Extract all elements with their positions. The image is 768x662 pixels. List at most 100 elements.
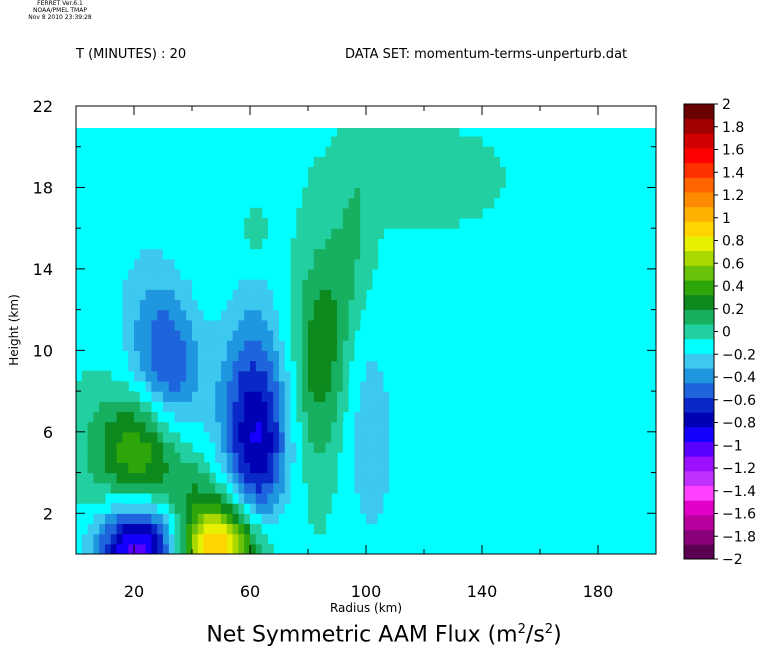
field-cell: [145, 462, 152, 474]
field-cell: [250, 238, 257, 250]
field-cell: [255, 411, 263, 423]
field-cell: [261, 401, 268, 413]
field-cell: [342, 391, 350, 402]
field-cell: [93, 431, 100, 443]
field-cell: [157, 533, 164, 545]
field-cell: [215, 462, 222, 474]
field-cell: [302, 442, 309, 453]
field-cell: [186, 482, 193, 494]
field-cell: [290, 340, 297, 351]
field-cell: [389, 492, 396, 504]
field-cell: [139, 472, 147, 484]
field-cell: [81, 370, 89, 382]
field-cell: [429, 218, 437, 229]
field-cell: [400, 523, 408, 535]
field-cell: [145, 167, 152, 178]
field-cell: [412, 218, 419, 229]
field-cell: [87, 462, 94, 474]
colorbar-swatch: [684, 368, 714, 384]
field-cell: [197, 411, 205, 423]
field-cell: [377, 513, 384, 525]
field-cell: [371, 197, 379, 209]
field-cell: [325, 167, 332, 178]
field-cell: [261, 360, 268, 372]
field-cell: [424, 207, 431, 219]
field-cell: [331, 299, 338, 311]
field-cell: [110, 533, 118, 545]
field-cell: [110, 289, 118, 301]
field-cell: [366, 482, 373, 494]
field-cell: [412, 156, 419, 168]
field-cell: [354, 503, 361, 514]
field-cell: [139, 197, 147, 209]
field-cell: [215, 513, 222, 525]
field-cell: [116, 299, 123, 311]
field-cell: [226, 380, 234, 392]
field-cell: [267, 248, 274, 260]
field-cell: [174, 421, 181, 433]
field-cell: [348, 421, 355, 433]
field-cell: [157, 279, 164, 290]
field-cell: [325, 218, 332, 229]
field-cell: [197, 299, 205, 311]
field-cell: [279, 380, 286, 392]
field-cell: [383, 380, 390, 392]
field-cell: [371, 156, 379, 168]
field-cell: [163, 258, 170, 270]
field-cell: [267, 442, 274, 453]
field-cell: [284, 330, 292, 341]
field-cell: [273, 401, 280, 413]
field-cell: [389, 431, 396, 443]
field-cell: [232, 411, 239, 423]
field-cell: [122, 421, 129, 433]
field-cell: [151, 462, 158, 474]
colorbar-label: 0.2: [722, 302, 744, 318]
stamp-line-2: NOAA/PMEL TMAP: [33, 7, 87, 14]
field-cell: [371, 523, 379, 535]
field-cell: [151, 319, 158, 331]
field-cell: [261, 452, 268, 463]
field-cell: [203, 523, 210, 535]
field-cell: [221, 533, 228, 545]
field-cell: [157, 421, 164, 433]
field-cell: [157, 187, 164, 199]
field-cell: [192, 228, 199, 239]
field-cell: [371, 482, 379, 494]
field-cell: [296, 238, 303, 250]
field-cell: [348, 523, 355, 535]
field-cell: [238, 421, 245, 433]
field-cell: [354, 279, 361, 290]
field-cell: [342, 238, 350, 250]
field-cell: [337, 156, 344, 168]
field-cell: [122, 452, 129, 463]
field-cell: [81, 513, 89, 525]
field-cell: [389, 533, 396, 545]
colorbar-label: 0.6: [722, 256, 744, 272]
field-cell: [134, 258, 141, 270]
colorbar-label: 1: [722, 211, 731, 227]
field-cell: [87, 482, 94, 494]
field-cell: [215, 391, 222, 402]
field-cell: [110, 543, 118, 554]
field-cell: [110, 411, 118, 423]
field-cell: [400, 452, 408, 463]
field-cell: [267, 452, 274, 463]
field-cell: [296, 452, 303, 463]
field-cell: [290, 513, 297, 525]
field-cell: [377, 411, 384, 423]
field-cell: [348, 146, 355, 158]
field-cell: [87, 431, 94, 443]
colorbar-swatch: [684, 485, 714, 501]
field-cell: [192, 503, 199, 514]
field-cell: [105, 319, 112, 331]
field-cell: [319, 248, 326, 260]
field-cell: [105, 452, 112, 463]
field-cell: [122, 543, 129, 554]
field-cell: [192, 380, 199, 392]
field-cell: [267, 543, 274, 554]
colorbar-label: 2: [722, 97, 731, 113]
field-cell: [354, 350, 361, 362]
field-cell: [389, 197, 396, 209]
field-cell: [464, 197, 471, 209]
field-cell: [400, 380, 408, 392]
